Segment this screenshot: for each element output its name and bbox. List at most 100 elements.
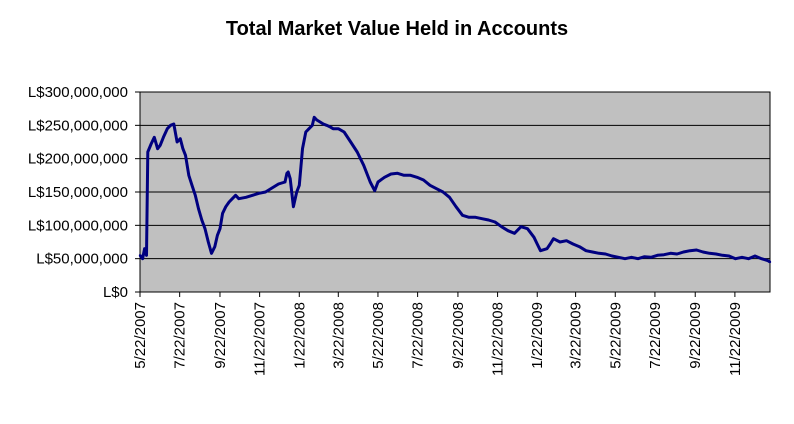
x-tick-label: 7/22/2009: [647, 302, 664, 369]
data-point: [604, 252, 607, 256]
data-point: [311, 124, 314, 127]
data-point: [145, 254, 148, 257]
chart-title: Total Market Value Held in Accounts: [226, 18, 568, 40]
data-point: [244, 196, 248, 199]
data-point: [356, 150, 359, 154]
data-point: [307, 127, 311, 130]
data-point: [558, 240, 562, 244]
data-point: [376, 180, 380, 184]
x-axis-ticks: 5/22/2007 7/22/2007 9/22/2007 11/22/2007 1/2…: [132, 292, 744, 376]
data-point: [187, 174, 190, 177]
data-point: [175, 140, 179, 144]
data-point: [362, 164, 365, 167]
data-point: [389, 172, 393, 176]
data-point: [325, 124, 328, 127]
data-point: [623, 257, 627, 260]
data-point: [493, 220, 497, 224]
data-point: [313, 116, 316, 119]
data-point: [448, 196, 451, 199]
data-point: [213, 245, 216, 248]
data-point: [298, 184, 301, 187]
data-point: [415, 176, 419, 179]
data-point: [156, 147, 159, 150]
data-point: [454, 205, 458, 208]
data-point: [506, 229, 510, 232]
data-point: [662, 253, 666, 256]
x-tick-label: 9/22/2008: [450, 302, 467, 369]
data-point: [768, 260, 772, 264]
data-point: [283, 180, 287, 184]
data-point: [315, 118, 318, 122]
data-point: [292, 205, 295, 208]
data-point: [571, 242, 575, 246]
data-point: [251, 194, 254, 197]
data-point: [197, 207, 200, 210]
data-point: [149, 142, 153, 146]
x-tick-label: 3/22/2008: [330, 302, 347, 369]
x-tick-label: 5/22/2007: [132, 302, 149, 369]
data-point: [190, 184, 194, 187]
data-point: [218, 227, 222, 230]
data-point: [224, 205, 227, 208]
data-point: [630, 256, 633, 259]
data-point: [159, 144, 162, 147]
data-point: [740, 256, 744, 259]
data-point: [695, 248, 698, 252]
data-point: [539, 249, 542, 252]
data-point: [295, 190, 298, 194]
data-point: [138, 254, 142, 257]
data-point: [153, 136, 156, 139]
data-point: [257, 192, 261, 195]
data-point: [708, 252, 711, 255]
data-point: [526, 227, 529, 230]
data-point: [383, 176, 386, 179]
data-point: [227, 200, 231, 204]
data-point: [643, 255, 646, 258]
data-point: [203, 227, 207, 230]
data-point: [480, 217, 484, 220]
data-point: [221, 212, 224, 215]
data-point: [441, 190, 445, 194]
data-point: [656, 254, 659, 257]
data-point: [207, 240, 210, 244]
y-tick-label: L$200,000,000: [28, 151, 128, 168]
x-tick-label: 1/22/2009: [529, 302, 546, 369]
data-point: [474, 216, 477, 219]
data-point: [181, 147, 185, 150]
data-point: [578, 245, 581, 248]
x-tick-label: 1/22/2008: [291, 302, 308, 369]
data-point: [143, 247, 146, 250]
data-point: [373, 189, 376, 192]
data-point: [166, 127, 169, 130]
data-point: [532, 236, 536, 239]
x-tick-label: 11/22/2008: [490, 302, 507, 376]
data-point: [289, 177, 292, 180]
data-point: [322, 122, 325, 126]
data-point: [216, 234, 219, 237]
data-point: [682, 250, 685, 254]
data-point: [649, 256, 653, 259]
y-axis-ticks: L$0 L$50,000,000 L$100,000,000 L$150,000,00…: [28, 84, 140, 301]
data-point: [231, 197, 234, 200]
data-point: [264, 190, 267, 194]
x-tick-label: 11/22/2009: [727, 302, 744, 376]
data-point: [753, 254, 757, 258]
data-point: [688, 249, 692, 252]
data-point: [402, 174, 406, 177]
data-point: [513, 232, 516, 235]
data-point: [287, 170, 290, 174]
data-point: [234, 194, 237, 197]
x-tick-label: 7/22/2007: [172, 302, 189, 369]
data-points: [138, 116, 772, 264]
y-tick-label: L$50,000,000: [36, 251, 128, 268]
x-tick-label: 5/22/2009: [607, 302, 624, 369]
x-tick-label: 9/22/2007: [212, 302, 229, 369]
data-point: [277, 182, 280, 186]
data-point: [237, 197, 240, 200]
data-point: [349, 140, 352, 144]
data-point: [617, 256, 620, 259]
data-point: [318, 120, 322, 124]
data-point: [545, 247, 549, 250]
data-point: [565, 239, 568, 242]
